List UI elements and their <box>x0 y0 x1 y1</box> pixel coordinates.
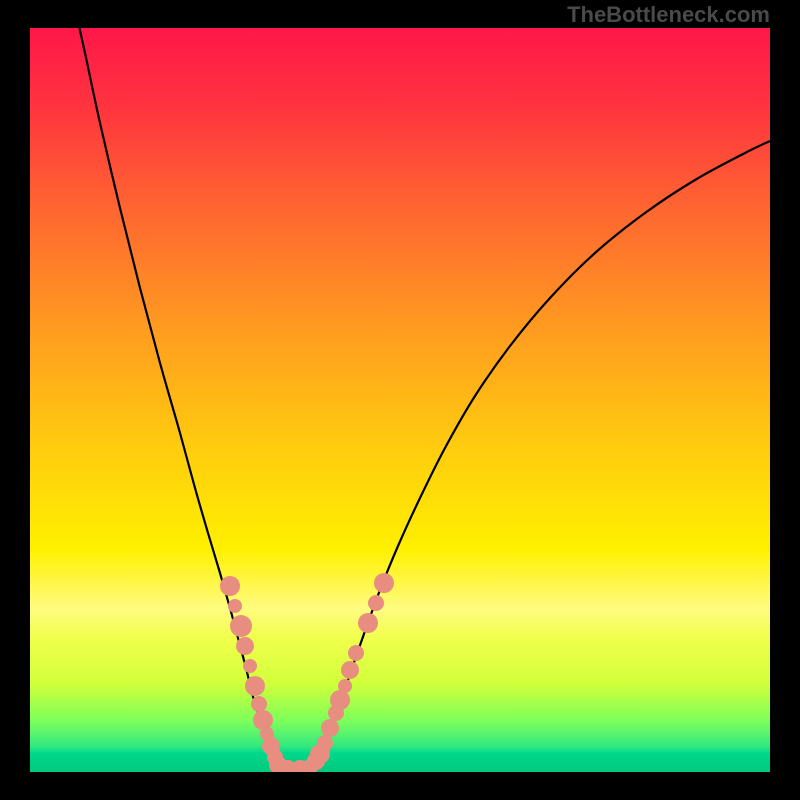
bottleneck-curve <box>75 28 770 769</box>
data-marker <box>330 690 350 710</box>
data-marker <box>348 645 364 661</box>
data-marker <box>228 599 242 613</box>
data-marker <box>368 595 384 611</box>
data-marker <box>374 573 394 593</box>
plot-area <box>30 28 770 772</box>
chart-svg <box>30 28 770 772</box>
data-marker <box>251 696 267 712</box>
data-marker <box>338 679 352 693</box>
data-marker <box>358 613 378 633</box>
data-marker <box>245 676 265 696</box>
chart-container: TheBottleneck.com <box>0 0 800 800</box>
data-marker <box>230 615 252 637</box>
watermark-text: TheBottleneck.com <box>567 2 770 28</box>
data-marker <box>341 661 359 679</box>
data-marker <box>243 659 257 673</box>
data-marker <box>253 710 273 730</box>
data-marker <box>317 735 333 751</box>
data-marker <box>236 637 254 655</box>
data-marker <box>220 576 240 596</box>
data-marker <box>321 719 339 737</box>
